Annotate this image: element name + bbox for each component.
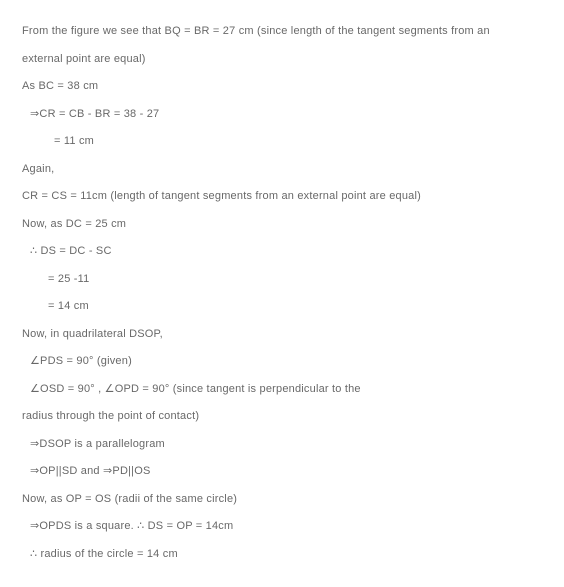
solution-line-14: ∠OSD = 90° , ∠OPD = 90° (since tangent i… — [22, 376, 546, 404]
solution-line-19: OPDS is a square. ∴ DS = OP = 14cm — [22, 513, 546, 541]
solution-line-19-text: OPDS is a square. ∴ DS = OP = 14cm — [39, 520, 233, 532]
solution-line-1: From the figure we see that BQ = BR = 27… — [22, 18, 546, 46]
solution-line-17a-text: OP||SD and — [39, 465, 103, 477]
solution-line-17b-text: PD||OS — [112, 465, 150, 477]
solution-line-8: Now, as DC = 25 cm — [22, 211, 546, 239]
solution-line-16-text: DSOP is a parallelogram — [39, 438, 164, 450]
solution-line-17: OP||SD and PD||OS — [22, 458, 546, 486]
solution-line-3: As BC = 38 cm — [22, 73, 546, 101]
solution-line-13: ∠PDS = 90° (given) — [22, 348, 546, 376]
implies-icon — [30, 438, 39, 450]
solution-line-6: Again, — [22, 156, 546, 184]
solution-line-4: CR = CB - BR = 38 - 27 — [22, 101, 546, 129]
solution-line-4-text: CR = CB - BR = 38 - 27 — [39, 108, 159, 120]
implies-icon — [30, 465, 39, 477]
implies-icon — [103, 465, 112, 477]
implies-icon — [30, 108, 39, 120]
solution-line-20: ∴ radius of the circle = 14 cm — [22, 541, 546, 569]
solution-line-15: radius through the point of contact) — [22, 403, 546, 431]
solution-line-2: external point are equal) — [22, 46, 546, 74]
solution-line-10: = 25 -11 — [22, 266, 546, 294]
solution-line-7: CR = CS = 11cm (length of tangent segmen… — [22, 183, 546, 211]
solution-line-9: ∴ DS = DC - SC — [22, 238, 546, 266]
solution-line-11: = 14 cm — [22, 293, 546, 321]
solution-line-16: DSOP is a parallelogram — [22, 431, 546, 459]
implies-icon — [30, 520, 39, 532]
solution-line-5: = 11 cm — [22, 128, 546, 156]
solution-line-12: Now, in quadrilateral DSOP, — [22, 321, 546, 349]
solution-line-18: Now, as OP = OS (radii of the same circl… — [22, 486, 546, 514]
